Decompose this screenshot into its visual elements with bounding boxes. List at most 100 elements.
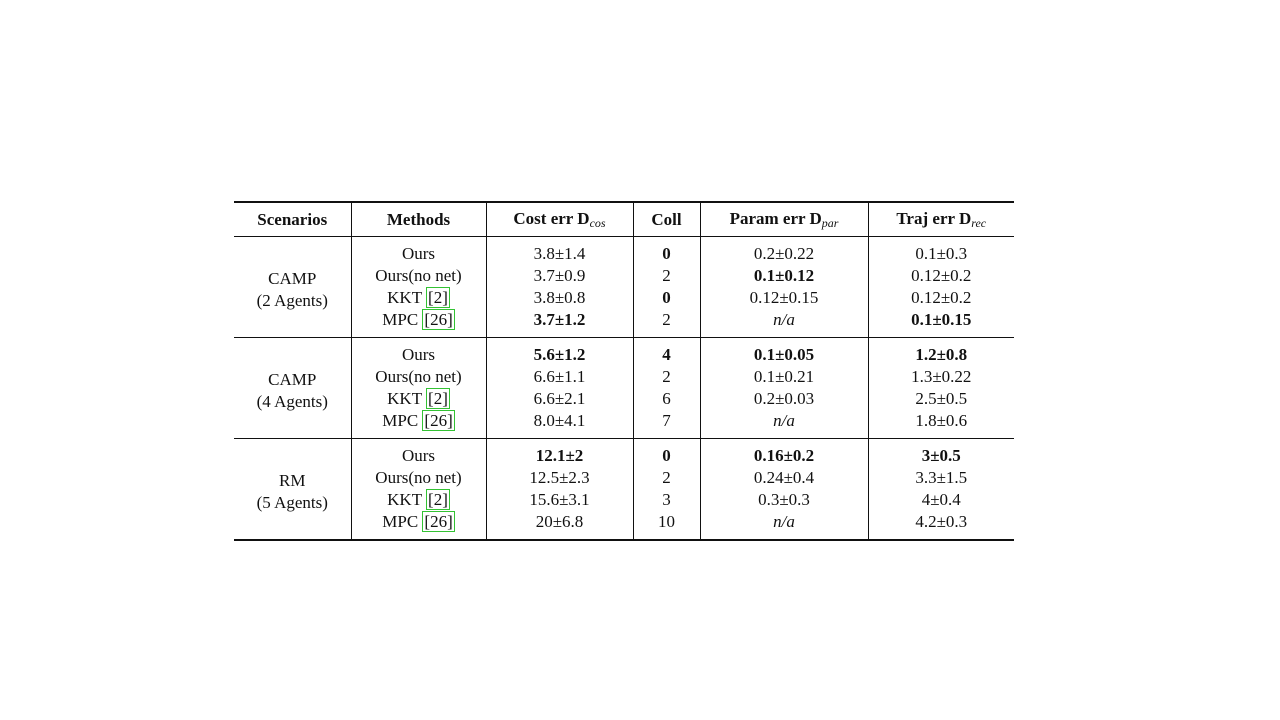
cost-cell: 12.5±2.3: [485, 467, 633, 489]
header-traj: Traj err Drec: [867, 202, 1014, 237]
scenario-agents: (5 Agents): [256, 493, 328, 512]
header-traj-label: Traj err D: [896, 208, 972, 228]
traj-cell: 1.8±0.6: [867, 410, 1014, 439]
param-cell: 0.2±0.03: [699, 388, 868, 410]
method-cell: Ours(no net): [350, 265, 486, 287]
group-camp-4-agents: CAMP (4 Agents) Ours 5.6±1.2 4 0.1±0.05 …: [234, 337, 1014, 439]
method-cell: Ours(no net): [350, 366, 486, 388]
method-cell: KKT [2]: [350, 489, 486, 511]
table-row: KKT [2] 15.6±3.1 3 0.3±0.3 4±0.4: [234, 489, 1014, 511]
param-cell: 0.1±0.05: [699, 337, 868, 366]
citation-link[interactable]: [2]: [426, 287, 450, 308]
coll-cell: 6: [632, 388, 700, 410]
method-cell: MPC [26]: [350, 309, 486, 338]
scenario-name: CAMP: [268, 370, 317, 389]
coll-cell: 2: [632, 265, 700, 287]
method-cell: MPC [26]: [350, 410, 486, 439]
traj-cell: 1.2±0.8: [867, 337, 1014, 366]
param-cell: 0.3±0.3: [699, 489, 868, 511]
scenario-agents: (4 Agents): [256, 392, 328, 411]
scenario-agents: (2 Agents): [256, 291, 328, 310]
table-row: Ours(no net) 12.5±2.3 2 0.24±0.4 3.3±1.5: [234, 467, 1014, 489]
traj-cell: 1.3±0.22: [867, 366, 1014, 388]
scenario-cell: RM (5 Agents): [234, 439, 351, 541]
method-cell: Ours(no net): [350, 467, 486, 489]
method-cell: Ours: [350, 438, 486, 467]
table-row: KKT [2] 6.6±2.1 6 0.2±0.03 2.5±0.5: [234, 388, 1014, 410]
header-param-subscript: par: [821, 215, 839, 230]
header-cost: Cost err Dcos: [485, 202, 633, 237]
param-cell: 0.1±0.12: [699, 265, 868, 287]
param-cell: 0.2±0.22: [699, 236, 868, 265]
traj-cell: 0.1±0.3: [867, 236, 1014, 265]
coll-cell: 4: [632, 337, 700, 366]
citation-link[interactable]: [26]: [422, 309, 455, 330]
table-row: Ours(no net) 6.6±1.1 2 0.1±0.21 1.3±0.22: [234, 366, 1014, 388]
citation-link[interactable]: [2]: [426, 388, 450, 409]
coll-cell: 7: [632, 410, 700, 439]
scenario-name: RM: [279, 471, 306, 490]
coll-cell: 0: [632, 287, 700, 309]
cost-cell: 3.8±0.8: [485, 287, 633, 309]
traj-cell: 3±0.5: [867, 438, 1014, 467]
table-row: KKT [2] 3.8±0.8 0 0.12±0.15 0.12±0.2: [234, 287, 1014, 309]
header-param-label: Param err D: [729, 208, 822, 228]
citation-link[interactable]: [26]: [422, 511, 455, 532]
method-cell: KKT [2]: [350, 287, 486, 309]
scenario-cell: CAMP (4 Agents): [234, 338, 351, 439]
header-param: Param err Dpar: [699, 202, 868, 237]
table-row: CAMP (4 Agents) Ours 5.6±1.2 4 0.1±0.05 …: [234, 337, 1014, 411]
param-cell: n/a: [699, 309, 868, 338]
group-camp-2-agents: CAMP (2 Agents) Ours 3.8±1.4 0 0.2±0.22 …: [234, 236, 1014, 338]
table-row: MPC [26] 3.7±1.2 2 n/a 0.1±0.15: [234, 309, 1014, 338]
cost-cell: 3.7±0.9: [485, 265, 633, 287]
cost-cell: 3.8±1.4: [485, 236, 633, 265]
method-cell: MPC [26]: [350, 511, 486, 540]
coll-cell: 10: [632, 511, 700, 540]
cost-cell: 12.1±2: [485, 438, 633, 467]
param-cell: 0.16±0.2: [699, 438, 868, 467]
header-traj-subscript: rec: [971, 215, 987, 230]
cost-cell: 6.6±2.1: [485, 388, 633, 410]
header-methods: Methods: [350, 202, 486, 237]
header-scenarios: Scenarios: [257, 209, 328, 229]
cost-cell: 6.6±1.1: [485, 366, 633, 388]
coll-cell: 2: [632, 309, 700, 338]
cost-cell: 20±6.8: [485, 511, 633, 540]
cost-cell: 8.0±4.1: [485, 410, 633, 439]
cost-cell: 5.6±1.2: [485, 337, 633, 366]
coll-cell: 3: [632, 489, 700, 511]
param-cell: 0.12±0.15: [699, 287, 868, 309]
group-rm-5-agents: RM (5 Agents) Ours 12.1±2 0 0.16±0.2 3±0…: [234, 438, 1014, 540]
results-table: Scenarios Methods Cost err Dcos Coll Par…: [234, 201, 1014, 541]
coll-cell: 0: [632, 236, 700, 265]
coll-cell: 2: [632, 366, 700, 388]
coll-cell: 0: [632, 438, 700, 467]
table-row: Ours(no net) 3.7±0.9 2 0.1±0.12 0.12±0.2: [234, 265, 1014, 287]
citation-link[interactable]: [2]: [426, 489, 450, 510]
cost-cell: 15.6±3.1: [485, 489, 633, 511]
table-row: RM (5 Agents) Ours 12.1±2 0 0.16±0.2 3±0…: [234, 438, 1014, 512]
method-cell: Ours: [350, 236, 486, 265]
scenario-cell: CAMP (2 Agents): [234, 237, 351, 338]
method-cell: Ours: [350, 337, 486, 366]
param-cell: n/a: [699, 410, 868, 439]
scenario-name: CAMP: [268, 269, 317, 288]
table-row: MPC [26] 8.0±4.1 7 n/a 1.8±0.6: [234, 410, 1014, 439]
param-cell: n/a: [699, 511, 868, 540]
traj-cell: 0.12±0.2: [867, 287, 1014, 309]
traj-cell: 0.1±0.15: [867, 309, 1014, 338]
coll-cell: 2: [632, 467, 700, 489]
table-row: MPC [26] 20±6.8 10 n/a 4.2±0.3: [234, 511, 1014, 540]
header-row: Scenarios Methods Cost err Dcos Coll Par…: [234, 202, 1014, 237]
param-cell: 0.24±0.4: [699, 467, 868, 489]
traj-cell: 2.5±0.5: [867, 388, 1014, 410]
traj-cell: 0.12±0.2: [867, 265, 1014, 287]
method-cell: KKT [2]: [350, 388, 486, 410]
traj-cell: 4±0.4: [867, 489, 1014, 511]
traj-cell: 4.2±0.3: [867, 511, 1014, 540]
header-cost-label: Cost err D: [513, 208, 590, 228]
header-coll: Coll: [632, 202, 700, 237]
header-cost-subscript: cos: [589, 215, 606, 230]
citation-link[interactable]: [26]: [422, 410, 455, 431]
